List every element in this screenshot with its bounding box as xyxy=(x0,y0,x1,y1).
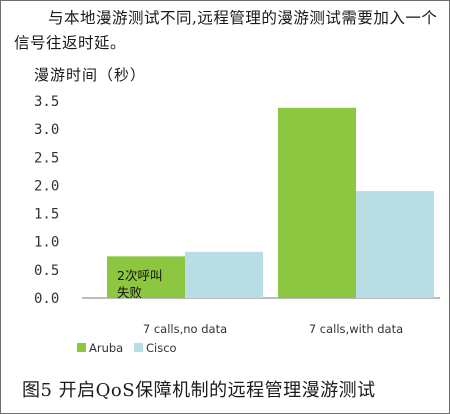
bar-cisco-2 xyxy=(356,191,434,298)
legend-label-cisco: Cisco xyxy=(146,341,177,355)
intro-paragraph: 与本地漫游测试不同,远程管理的漫游测试需要加入一个信号往返时延。 xyxy=(14,9,438,52)
bar-annotation: 失败 xyxy=(117,285,143,300)
legend-label-aruba: Aruba xyxy=(89,341,123,355)
legend-swatch-aruba xyxy=(77,343,86,352)
y-tick-label: 2.5 xyxy=(34,150,59,166)
figure-caption: 图5 开启QoS保障机制的远程管理漫游测试 xyxy=(22,380,376,401)
y-tick-label: 2.0 xyxy=(34,178,59,194)
y-axis-label: 漫游时间（秒） xyxy=(34,66,147,84)
y-tick-label: 1.0 xyxy=(34,235,59,251)
y-tick-label: 3.5 xyxy=(34,94,59,110)
x-category-label: 7 calls,no data xyxy=(143,322,227,336)
legend-swatch-cisco xyxy=(134,343,143,352)
y-tick-label: 0.5 xyxy=(34,263,59,279)
bar-cisco-1 xyxy=(185,251,263,298)
y-tick-label: 3.0 xyxy=(34,122,59,138)
bar-aruba-2 xyxy=(278,107,356,298)
x-category-label: 7 calls,with data xyxy=(309,322,403,336)
y-tick-label: 1.5 xyxy=(34,207,59,223)
bar-aruba-1 xyxy=(107,256,185,298)
y-tick-label: 0.0 xyxy=(34,291,59,307)
bar-annotation: 2次呼叫 xyxy=(117,268,162,283)
